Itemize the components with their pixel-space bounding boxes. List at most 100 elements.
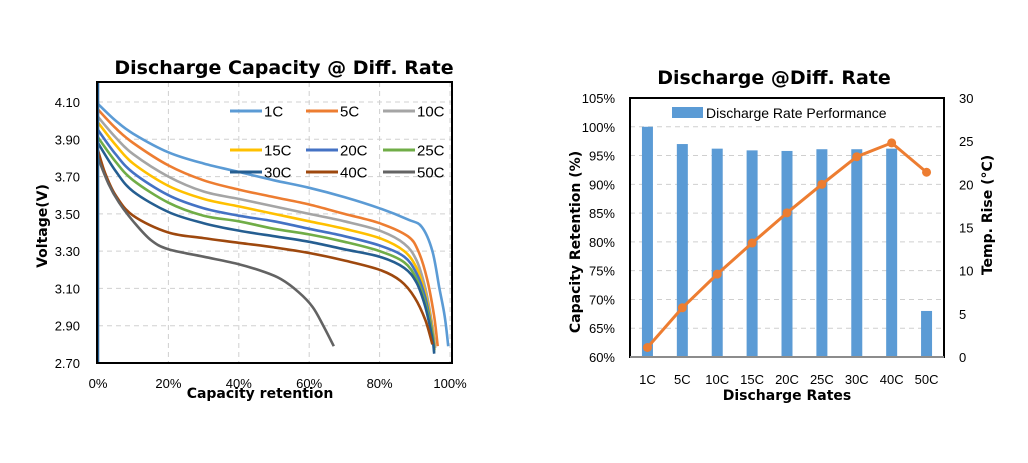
bar-1c	[641, 126, 653, 358]
bar-15c	[746, 150, 758, 357]
temp-line	[642, 138, 932, 353]
legend-label: 30C	[264, 165, 292, 182]
y-tick-label: 80%	[589, 235, 615, 250]
x-axis-label: Capacity retention	[187, 386, 334, 402]
bar-5c	[676, 144, 688, 357]
temp-point-40c	[887, 138, 897, 148]
y2-tick-label: 15	[959, 221, 973, 236]
series-line-5c	[97, 108, 439, 347]
x-axis-ticks: 0% 20% 40% 60% 80% 100%	[89, 376, 467, 391]
temp-point-50c	[922, 167, 932, 177]
series-line-1c	[97, 102, 450, 347]
x-axis-label: Discharge Rates	[723, 388, 852, 404]
temp-point-20c	[782, 208, 792, 218]
series-line-50c	[96, 157, 335, 347]
bar-20c	[781, 150, 793, 357]
x-tick-label: 0%	[89, 376, 108, 391]
y-tick-label: 100%	[582, 120, 616, 135]
legend: Discharge Rate Performance	[672, 105, 887, 121]
x-tick-label: 60%	[296, 376, 322, 391]
x-tick-label: 100%	[433, 376, 467, 391]
temp-point-25c	[817, 179, 827, 189]
bar-40c	[886, 148, 898, 357]
y-tick-label: 2.90	[55, 319, 80, 334]
y-tick-label: 75%	[589, 264, 615, 279]
y2-tick-label: 20	[959, 177, 973, 192]
voltage-discharge-chart: Discharge Capacity @ Diff. Rate 4.10 3.90…	[35, 57, 467, 402]
y-tick-label: 3.30	[55, 244, 80, 259]
y2-axis-label: Temp. Rise (°C)	[980, 155, 996, 275]
y-tick-label: 85%	[589, 206, 615, 221]
y-axis-label: Voltage(V)	[35, 184, 51, 268]
y2-axis-ticks: 30 25 20 15 10 5 0	[959, 91, 973, 365]
y-tick-label: 60%	[589, 350, 615, 365]
legend-label: 15C	[264, 143, 292, 160]
legend-label: 5C	[340, 104, 359, 121]
bar-25c	[816, 149, 828, 357]
legend-label: 10C	[417, 104, 445, 121]
y-axis-label: Capacity Retention (%)	[568, 151, 584, 333]
y2-tick-label: 30	[959, 91, 973, 106]
bars	[641, 126, 933, 358]
series-line-15c	[96, 121, 436, 351]
y-tick-label: 3.90	[55, 132, 80, 147]
temp-point-15c	[747, 238, 757, 248]
y-tick-label: 3.10	[55, 281, 80, 296]
y-tick-label: 3.70	[55, 170, 80, 185]
x-tick-label: 20C	[775, 372, 799, 387]
x-axis-ticks: 1C 5C 10C 15C 20C 25C 30C 40C 50C	[639, 372, 938, 387]
x-tick-label: 25C	[810, 372, 834, 387]
series-line-10c	[97, 116, 437, 349]
legend-label: 50C	[417, 165, 445, 182]
series-line-30c	[96, 142, 436, 354]
temp-rise-line	[646, 141, 928, 349]
legend: 1C 5C 10C 15C 20C 25C 30C 40C 50C	[230, 104, 445, 182]
chart-title: Discharge @Diff. Rate	[657, 67, 891, 89]
x-tick-label: 1C	[639, 372, 656, 387]
y-tick-label: 70%	[589, 292, 615, 307]
x-tick-label: 40C	[880, 372, 904, 387]
temp-point-30c	[852, 152, 862, 162]
series-line-20c	[96, 129, 436, 351]
bar-10c	[711, 148, 723, 357]
y2-tick-label: 25	[959, 134, 973, 149]
x-tick-label: 80%	[367, 376, 393, 391]
legend-label: 25C	[417, 143, 445, 160]
y2-tick-label: 5	[959, 307, 966, 322]
y2-tick-label: 10	[959, 264, 973, 279]
x-tick-label: 40%	[226, 376, 252, 391]
y-tick-label: 4.10	[55, 95, 80, 110]
y-tick-label: 3.50	[55, 207, 80, 222]
y-axis-ticks: 105% 100% 95% 90% 85% 80% 75% 70% 65% 60%	[582, 91, 616, 365]
bar-30c	[851, 149, 863, 357]
temp-point-5c	[677, 303, 687, 313]
y2-tick-label: 0	[959, 350, 966, 365]
legend-label: Discharge Rate Performance	[706, 105, 887, 121]
y-tick-label: 90%	[589, 177, 615, 192]
bar-50c	[921, 310, 933, 357]
x-tick-label: 5C	[674, 372, 691, 387]
x-tick-label: 30C	[845, 372, 869, 387]
y-tick-label: 95%	[589, 149, 615, 164]
plot-frame	[96, 81, 453, 364]
x-tick-label: 20%	[155, 376, 181, 391]
y-axis-ticks: 4.10 3.90 3.70 3.50 3.30 3.10 2.90 2.70	[55, 95, 80, 371]
series-lines	[96, 102, 450, 354]
grid	[630, 126, 944, 329]
y-tick-label: 105%	[582, 91, 616, 106]
temp-point-10c	[712, 269, 722, 279]
plot-frame	[629, 97, 945, 358]
y-tick-label: 2.70	[55, 356, 80, 371]
x-tick-label: 15C	[740, 372, 764, 387]
chart-title: Discharge Capacity @ Diff. Rate	[114, 57, 453, 79]
legend-swatch-bar	[672, 107, 703, 118]
frame-rect	[629, 97, 945, 358]
temp-point-1c	[642, 343, 652, 353]
legend-label: 1C	[264, 104, 283, 121]
x-tick-label: 10C	[705, 372, 729, 387]
x-tick-label: 50C	[915, 372, 939, 387]
legend-label: 20C	[340, 143, 368, 160]
y-tick-label: 65%	[589, 321, 615, 336]
frame-rect	[96, 81, 453, 364]
legend-label: 40C	[340, 165, 368, 182]
